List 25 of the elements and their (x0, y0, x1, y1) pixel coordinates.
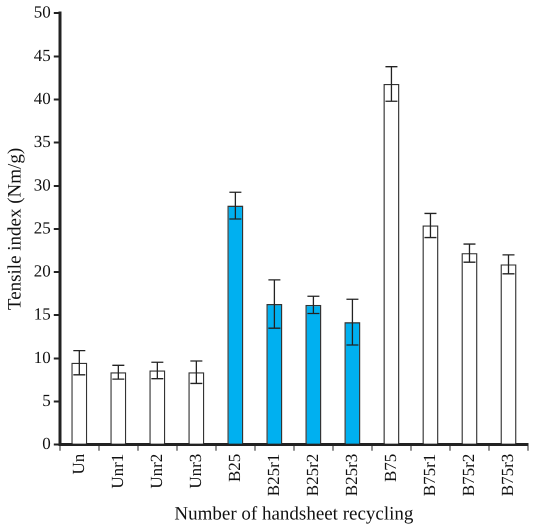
x-tick-label: B25 (224, 454, 244, 482)
y-tick-label: 40 (34, 88, 51, 108)
x-tick-label: B75r1 (420, 454, 439, 496)
x-tick-label: B75 (380, 454, 400, 482)
x-tick-label: B25r1 (264, 454, 283, 496)
y-tick-label: 45 (34, 46, 51, 65)
x-tick-label: B25r2 (302, 454, 322, 496)
x-tick-label: Un (68, 453, 88, 474)
y-tick-label: 15 (34, 304, 51, 324)
x-axis-title: Number of handsheet recycling (174, 504, 414, 525)
x-tick-label: Unr2 (146, 454, 166, 489)
x-tick-label: B75r2 (458, 454, 478, 496)
y-axis-title: Tensile index (Nm/g) (4, 148, 26, 310)
x-tick-label: B75r3 (498, 454, 517, 496)
x-tick-label: Unr3 (186, 454, 205, 489)
y-tick-label: 35 (34, 132, 51, 152)
y-tick-label: 10 (34, 348, 51, 367)
y-tick-label: 5 (42, 391, 51, 410)
y-tick-label: 25 (34, 218, 51, 238)
x-tick-label: B25r3 (342, 454, 361, 496)
y-tick-label: 0 (42, 434, 51, 454)
y-tick-label: 30 (34, 175, 51, 194)
y-tick-label: 20 (34, 262, 51, 281)
x-tick-label: Unr1 (108, 454, 127, 489)
y-tick-label: 50 (34, 2, 51, 22)
